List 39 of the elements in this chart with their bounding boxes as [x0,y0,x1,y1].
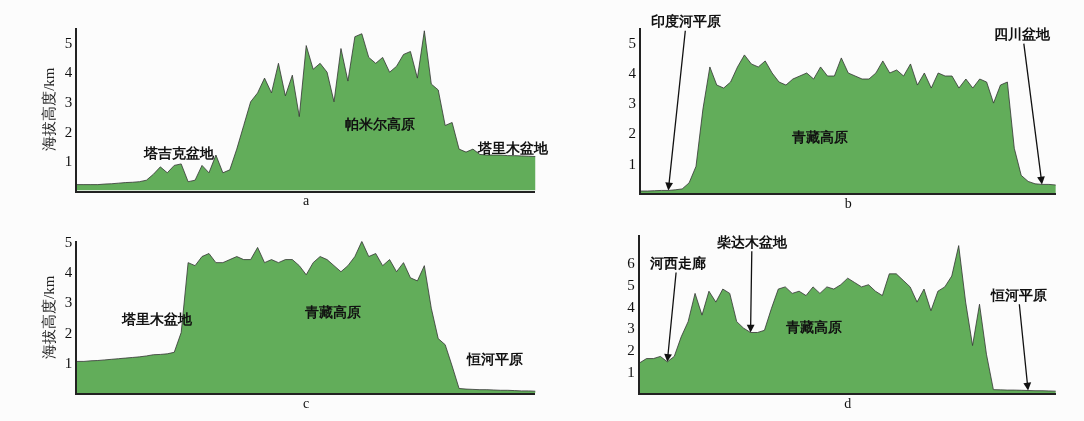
x-axis-title: c [303,395,310,411]
y-tick-label: 2 [627,342,635,359]
y-tick-label: 1 [627,363,635,380]
annotation: 四川盆地 [994,26,1051,42]
annotation: 青藏高原 [785,319,842,335]
y-tick-label: 2 [628,125,636,142]
annotation: 恒河平原 [990,287,1047,303]
annotation: 塔吉克盆地 [143,145,215,161]
annotation: 恒河平原 [466,351,523,367]
y-tick-label: 2 [64,324,73,341]
y-tick-label: 1 [64,153,73,170]
y-tick-label: 5 [627,276,635,293]
y-tick-label: 4 [64,64,73,81]
x-axis-title: d [844,395,852,411]
y-tick-label: 3 [64,94,73,111]
annotation: 塔里木盆地 [477,140,549,156]
annotation: 河西走廊 [649,255,706,271]
y-tick-label: 4 [627,298,636,315]
y-tick-label: 5 [64,233,73,250]
y-tick-label: 3 [628,95,636,112]
y-axis-title: 海拔高度/km [41,67,58,151]
x-axis-title: b [844,195,852,211]
y-tick-label: 3 [64,294,73,311]
y-tick-label: 3 [627,320,635,337]
annotation: 帕米尔高原 [345,116,415,132]
annotation: 柴达木盆地 [716,234,788,250]
y-tick-label: 1 [628,155,636,172]
y-tick-label: 1 [64,355,73,372]
annotation: 印度河平原 [651,13,721,29]
y-tick-label: 6 [627,255,636,272]
annotation: 青藏高原 [791,129,848,145]
annotation: 青藏高原 [304,304,361,320]
y-tick-label: 5 [64,34,73,51]
y-tick-label: 5 [628,35,636,52]
y-axis-title: 海拔高度/km [41,275,58,360]
y-tick-label: 4 [628,65,637,82]
x-axis-title: a [303,193,311,209]
y-tick-label: 4 [64,263,73,280]
y-tick-label: 2 [64,123,73,140]
